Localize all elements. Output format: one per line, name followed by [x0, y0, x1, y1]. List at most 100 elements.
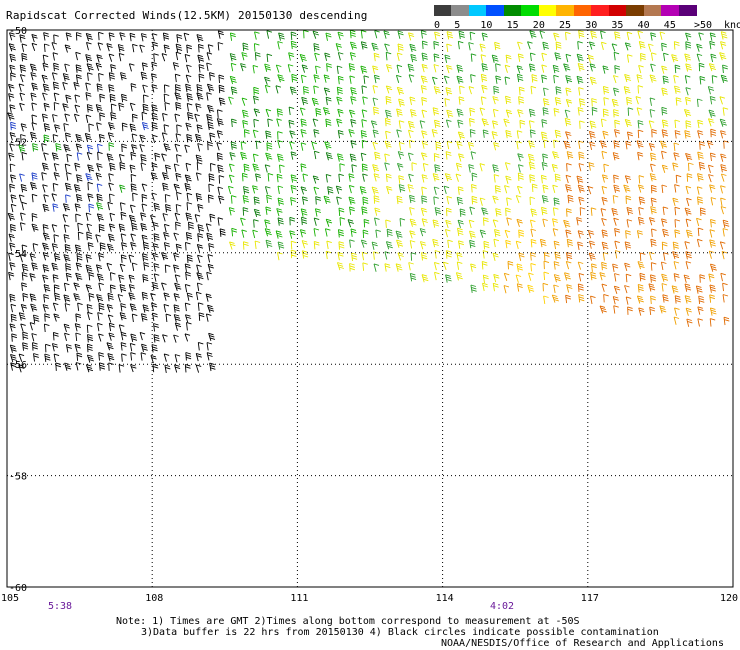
wind-barb: [217, 42, 224, 51]
wind-barb: [650, 32, 657, 41]
wind-barb: [185, 271, 192, 281]
wind-barb: [578, 272, 585, 282]
wind-barbs-layer: [7, 29, 730, 373]
wind-barb: [288, 52, 295, 61]
wind-barb: [624, 73, 632, 83]
wind-barb: [287, 64, 294, 73]
wind-barb: [325, 32, 332, 41]
wind-barb: [684, 130, 691, 139]
wind-barb: [624, 241, 632, 250]
wind-barb: [205, 223, 212, 232]
wind-barb: [445, 151, 452, 160]
wind-barb: [140, 71, 148, 81]
wind-barb: [374, 207, 381, 216]
wind-barb: [590, 30, 598, 40]
wind-barb: [578, 163, 585, 172]
wind-barb: [231, 227, 238, 237]
wind-barb: [372, 97, 379, 106]
wind-barb: [300, 142, 307, 151]
wind-barb: [684, 241, 690, 250]
wind-barb: [31, 262, 39, 271]
wind-barb: [515, 240, 522, 250]
wind-barb: [315, 196, 322, 205]
wind-barb: [323, 74, 330, 83]
wind-barb: [97, 42, 104, 51]
wind-barb: [110, 103, 117, 113]
wind-barb: [10, 223, 16, 233]
wind-barb: [542, 98, 550, 107]
wind-barb: [129, 102, 136, 112]
wind-barb: [219, 228, 226, 237]
wind-barb: [445, 119, 452, 128]
wind-barb: [624, 175, 632, 184]
wind-barb: [361, 139, 368, 149]
wind-barb: [9, 104, 16, 113]
wind-barb: [176, 124, 182, 133]
wind-barb: [479, 107, 486, 116]
wind-barb: [42, 92, 48, 101]
wind-barb: [240, 151, 248, 161]
wind-barb: [218, 175, 225, 184]
wind-barb: [161, 132, 168, 141]
wind-barb: [518, 86, 525, 96]
wind-barb: [21, 201, 27, 211]
wind-barb: [76, 152, 83, 161]
wind-barb: [300, 129, 307, 138]
wind-barb: [55, 143, 62, 152]
wind-barb: [131, 133, 138, 142]
wind-barb: [19, 102, 25, 112]
wind-barb: [469, 31, 476, 41]
wind-barb: [85, 212, 92, 221]
wind-barb: [564, 272, 571, 281]
wind-barb: [97, 322, 103, 332]
wind-barb: [228, 163, 235, 172]
wind-barb: [252, 229, 258, 239]
wind-barb: [529, 129, 536, 138]
wind-barb: [553, 197, 560, 206]
wind-barb: [696, 98, 703, 107]
wind-barb: [637, 261, 645, 270]
wind-barb: [396, 86, 405, 96]
wind-barb: [662, 228, 669, 238]
wind-barb: [325, 218, 333, 227]
wind-barb: [98, 362, 106, 371]
wind-barb: [553, 261, 560, 270]
wind-barb: [195, 352, 202, 362]
wind-barb: [469, 230, 476, 239]
wind-barb: [53, 284, 60, 293]
longitude-label: 108: [145, 593, 163, 604]
wind-barb: [252, 95, 260, 105]
wind-barb: [323, 87, 331, 96]
wind-barb: [128, 284, 136, 293]
wind-barb: [266, 30, 273, 39]
wind-barb: [685, 152, 693, 162]
wind-barb: [109, 93, 116, 103]
wind-barb: [663, 252, 669, 261]
wind-barb: [623, 184, 631, 193]
legend-color-swatch: [591, 5, 610, 16]
wind-barb: [163, 292, 170, 301]
wind-barb: [197, 302, 204, 311]
wind-barb: [86, 144, 94, 153]
wind-barb: [63, 254, 71, 263]
wind-barb: [315, 65, 321, 74]
wind-barb: [10, 303, 17, 313]
wind-barb: [175, 204, 182, 213]
legend-color-swatch: [556, 5, 575, 16]
wind-barb: [385, 109, 392, 119]
wind-barb: [206, 83, 215, 92]
wind-barb: [150, 73, 158, 82]
wind-barb: [564, 109, 571, 118]
wind-barb: [709, 40, 716, 50]
wind-barb: [709, 184, 716, 193]
wind-barb: [108, 182, 114, 191]
wind-barb: [675, 174, 682, 184]
wind-barb: [62, 214, 69, 223]
wind-barb: [97, 143, 103, 153]
wind-barb: [290, 184, 297, 194]
wind-barb: [51, 262, 59, 272]
wind-barb: [542, 107, 549, 116]
wind-barb: [349, 263, 356, 272]
wind-barb: [335, 185, 343, 194]
wind-barb: [290, 249, 297, 259]
